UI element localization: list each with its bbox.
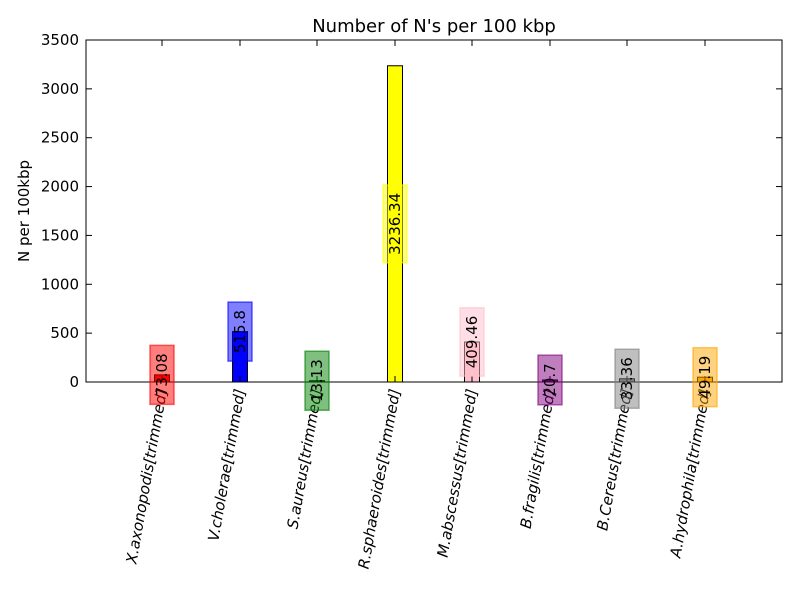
x-category-label-3: R.sphaeroides[trimmed] bbox=[355, 387, 404, 570]
y-tick-label-4: 2000 bbox=[41, 178, 79, 196]
y-tick-label-6: 3000 bbox=[41, 80, 79, 98]
value-label-6: 33.36 bbox=[618, 357, 636, 400]
value-label-box-0 bbox=[149, 344, 175, 406]
y-tick-label-5: 2500 bbox=[41, 129, 79, 147]
y-axis: 0 500 1000 1500 2000 2500 3000 3500 bbox=[41, 31, 782, 391]
x-axis-labels: X.axonopodis[trimmed] V.cholerae[trimmed]… bbox=[122, 387, 714, 570]
value-label-box-3 bbox=[382, 184, 408, 264]
x-category-label-7: A.hydrophila[trimmed] bbox=[666, 387, 714, 560]
y-tick-label-1: 500 bbox=[50, 324, 79, 342]
y-tick-label-3: 1500 bbox=[41, 226, 79, 244]
y-tick-label-2: 1000 bbox=[41, 275, 79, 293]
x-category-label-0: X.axonopodis[trimmed] bbox=[122, 387, 171, 566]
y-tick-label-0: 0 bbox=[69, 373, 79, 391]
value-label-5: 20.7 bbox=[541, 363, 559, 396]
value-label-3: 3236.34 bbox=[386, 193, 404, 255]
value-label-box-5 bbox=[537, 354, 563, 406]
x-category-label-1: V.cholerae[trimmed] bbox=[204, 387, 249, 542]
y-tick-label-7: 3500 bbox=[41, 31, 79, 49]
value-label-0: 73.08 bbox=[153, 353, 171, 396]
value-label-box-4 bbox=[459, 307, 485, 377]
x-category-label-4: M.abscessus[trimmed] bbox=[434, 387, 481, 558]
y-axis-label: N per 100kbp bbox=[15, 160, 33, 262]
value-label-box-7 bbox=[692, 346, 718, 408]
value-labels: 73.08 515.8 13.13 3236.34 409.46 20.7 33.36 49.… bbox=[149, 184, 718, 411]
value-label-2: 13.13 bbox=[308, 359, 326, 402]
value-label-1: 515.8 bbox=[231, 310, 249, 353]
x-category-label-5: B.fragilis[trimmed] bbox=[517, 387, 559, 530]
value-label-7: 49.19 bbox=[696, 356, 714, 399]
value-label-box-1 bbox=[227, 301, 253, 362]
plot-frame bbox=[85, 39, 783, 383]
chart-title: Number of N's per 100 kbp bbox=[312, 16, 556, 37]
x-category-label-6: B.Cereus[trimmed] bbox=[593, 387, 636, 531]
value-label-box-2 bbox=[304, 350, 330, 411]
value-label-box-6 bbox=[614, 348, 640, 409]
value-label-4: 409.46 bbox=[463, 316, 481, 369]
